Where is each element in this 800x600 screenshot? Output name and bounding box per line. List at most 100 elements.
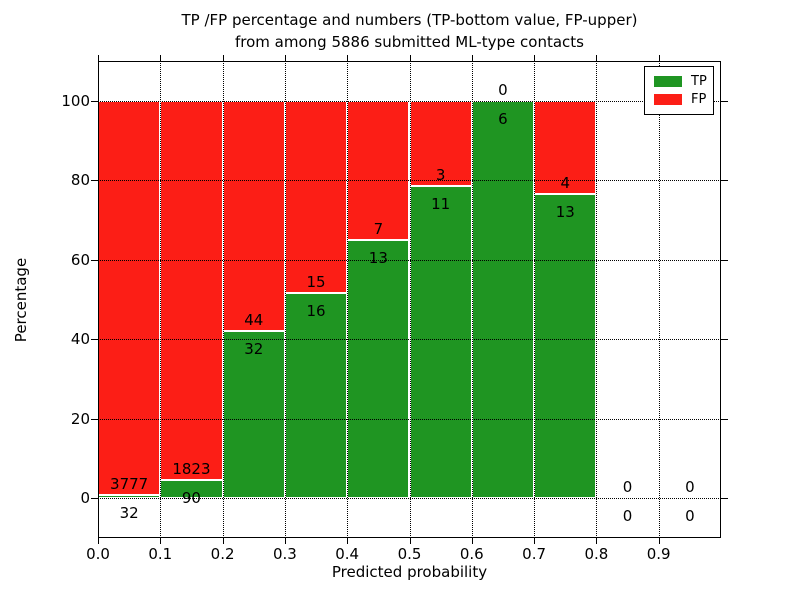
bar-segment-fp [160, 100, 223, 480]
bar-segment-tp [471, 100, 535, 499]
bar-segment-tp [347, 239, 410, 499]
x-tick-mark [534, 55, 536, 61]
fp-count-label: 0 [622, 478, 633, 497]
x-tick-mark [596, 538, 598, 544]
fp-count-label: 3777 [110, 474, 149, 493]
chart-title: TP /FP percentage and numbers (TP-bottom… [98, 9, 721, 53]
y-tick-mark [721, 180, 728, 182]
x-tick-mark [284, 538, 286, 544]
legend-swatch-fp [654, 94, 682, 105]
y-tick-mark [721, 100, 728, 102]
chart-title-line2: from among 5886 submitted ML-type contac… [235, 33, 584, 51]
x-tick-label: 0.6 [459, 545, 484, 563]
plot-area: 3777 32 1823 90 44 32 15 16 7 13 3 11 0 6 4 13 0 0 0 0 [98, 61, 721, 538]
x-tick-mark [596, 55, 598, 61]
y-tick-mark [721, 418, 728, 420]
x-tick-label: 0.3 [272, 545, 297, 563]
fp-count-label: 4 [560, 174, 571, 193]
x-tick-mark [471, 55, 473, 61]
bar-segment-tp [284, 293, 348, 499]
legend-swatch-tp [654, 76, 682, 87]
y-tick-label: 60 [70, 250, 90, 269]
tp-count-label: 0 [622, 507, 633, 526]
x-tick-label: 0.1 [148, 545, 173, 563]
bar-segment-tp [222, 330, 285, 499]
x-tick-label: 0.4 [335, 545, 360, 563]
x-tick-mark [98, 55, 99, 61]
tp-count-label: 6 [498, 109, 508, 128]
bar-segment-tp [409, 185, 472, 499]
y-tick-mark [91, 418, 98, 420]
x-tick-mark [222, 538, 224, 544]
legend-item: FP [645, 93, 713, 106]
legend-box: TP FP [644, 66, 714, 115]
x-tick-mark [347, 538, 349, 544]
tp-count-label: 90 [181, 488, 201, 507]
y-tick-mark [91, 100, 98, 102]
x-tick-mark [98, 538, 99, 544]
legend-label: FP [691, 92, 707, 107]
y-tick-mark [721, 339, 728, 341]
tp-count-label: 32 [119, 503, 139, 522]
x-tick-label: 0.8 [584, 545, 609, 563]
v-gridline [284, 61, 286, 538]
fp-count-label: 44 [244, 310, 264, 329]
bar-segment-fp [284, 100, 348, 294]
x-tick-mark [409, 55, 411, 61]
tp-count-label: 11 [431, 194, 451, 213]
x-tick-mark [409, 538, 411, 544]
y-tick-label: 100 [61, 91, 90, 110]
y-tick-mark [91, 259, 98, 261]
bar-segment-tp [534, 194, 597, 499]
x-axis-title: Predicted probability [331, 563, 488, 581]
y-tick-label: 80 [70, 171, 90, 190]
y-tick-mark [91, 180, 98, 182]
v-gridline [347, 61, 349, 538]
x-tick-mark [658, 55, 660, 61]
v-gridline [658, 61, 660, 538]
legend-label: TP [691, 74, 707, 89]
tp-count-label: 13 [555, 203, 575, 222]
y-tick-label: 40 [70, 330, 90, 349]
v-gridline [160, 61, 162, 538]
tp-count-label: 13 [368, 248, 388, 267]
x-tick-mark [471, 538, 473, 544]
legend-item: TP [645, 75, 713, 88]
bar-segment-fp [347, 100, 410, 240]
y-tick-mark [91, 498, 98, 500]
x-tick-mark [222, 55, 224, 61]
x-tick-label: 0.7 [522, 545, 547, 563]
v-gridline [471, 61, 473, 538]
y-tick-mark [91, 339, 98, 341]
y-tick-label: 0 [80, 489, 90, 508]
v-gridline [596, 61, 598, 538]
fp-count-label: 1823 [172, 459, 211, 478]
fp-count-label: 0 [685, 478, 695, 497]
fp-count-label: 15 [306, 273, 326, 292]
bar-segment-fp [222, 100, 285, 331]
fp-count-label: 3 [435, 165, 446, 184]
v-gridline [409, 61, 411, 538]
y-tick-mark [721, 498, 728, 500]
x-tick-mark [347, 55, 349, 61]
v-gridline [534, 61, 536, 538]
fp-count-label: 0 [498, 80, 508, 99]
tp-count-label: 16 [306, 302, 326, 321]
x-tick-label: 0.9 [646, 545, 671, 563]
v-gridline [222, 61, 224, 538]
y-tick-mark [721, 259, 728, 261]
tp-count-label: 32 [244, 339, 264, 358]
x-tick-label: 0.0 [86, 545, 110, 563]
chart-title-line1: TP /FP percentage and numbers (TP-bottom… [181, 11, 638, 29]
x-tick-mark [160, 55, 162, 61]
x-tick-mark [284, 55, 286, 61]
x-tick-mark [160, 538, 162, 544]
y-tick-label: 20 [70, 409, 90, 428]
y-axis-title: Percentage [12, 257, 30, 343]
x-tick-mark [534, 538, 536, 544]
x-tick-label: 0.5 [397, 545, 422, 563]
tp-count-label: 0 [685, 507, 695, 526]
bar-segment-fp [98, 100, 161, 495]
fp-count-label: 7 [373, 219, 384, 238]
